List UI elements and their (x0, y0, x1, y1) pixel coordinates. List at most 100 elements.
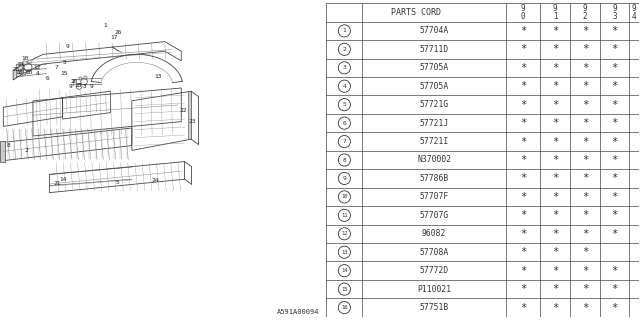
Text: *: * (520, 229, 526, 239)
Bar (23, 61, 27, 65)
Text: *: * (552, 118, 558, 128)
Text: *: * (582, 229, 588, 239)
Text: *: * (582, 81, 588, 91)
Text: 9
1: 9 1 (553, 4, 557, 21)
Text: *: * (582, 100, 588, 110)
Text: 23: 23 (188, 119, 196, 124)
Text: *: * (552, 284, 558, 294)
Text: *: * (582, 284, 588, 294)
Text: 10: 10 (341, 194, 348, 199)
Text: 20: 20 (26, 69, 33, 75)
Text: 57705A: 57705A (420, 63, 449, 72)
Text: *: * (552, 229, 558, 239)
Text: *: * (552, 44, 558, 54)
Text: *: * (520, 155, 526, 165)
Text: 57707G: 57707G (420, 211, 449, 220)
Text: *: * (520, 284, 526, 294)
Text: *: * (611, 173, 618, 183)
Text: 18: 18 (75, 83, 82, 88)
Text: 3: 3 (82, 84, 86, 89)
Text: *: * (582, 63, 588, 73)
Text: *: * (520, 192, 526, 202)
Text: 1: 1 (104, 23, 108, 28)
Text: *: * (611, 192, 618, 202)
Text: 57751B: 57751B (420, 303, 449, 312)
Text: *: * (520, 44, 526, 54)
Text: 57721G: 57721G (420, 100, 449, 109)
Text: *: * (520, 173, 526, 183)
Text: 20: 20 (70, 79, 78, 84)
Bar (84, 76, 87, 79)
Text: *: * (520, 81, 526, 91)
Text: 9: 9 (90, 84, 93, 89)
Text: *: * (552, 63, 558, 73)
Text: 26: 26 (115, 29, 122, 35)
Text: PARTS CORD: PARTS CORD (391, 8, 441, 17)
Text: *: * (520, 247, 526, 257)
Text: *: * (582, 192, 588, 202)
Text: *: * (582, 26, 588, 36)
Text: 12: 12 (341, 231, 348, 236)
Text: *: * (582, 303, 588, 313)
Text: *: * (552, 100, 558, 110)
Text: *: * (611, 266, 618, 276)
Text: 6: 6 (46, 76, 50, 81)
Text: 57708A: 57708A (420, 248, 449, 257)
Text: *: * (520, 63, 526, 73)
Text: 57721I: 57721I (420, 137, 449, 146)
Text: *: * (611, 229, 618, 239)
Text: *: * (611, 118, 618, 128)
Text: 15: 15 (341, 287, 348, 292)
Text: A591A00094: A591A00094 (277, 309, 320, 315)
Text: *: * (552, 26, 558, 36)
Text: P110021: P110021 (417, 284, 451, 294)
Text: 57705A: 57705A (420, 82, 449, 91)
Text: 1: 1 (342, 28, 346, 33)
Text: 18: 18 (15, 70, 23, 75)
Text: *: * (611, 137, 618, 147)
Text: *: * (520, 118, 526, 128)
Text: *: * (552, 266, 558, 276)
Text: *: * (611, 284, 618, 294)
Text: *: * (552, 192, 558, 202)
Text: *: * (582, 173, 588, 183)
Text: 11: 11 (341, 213, 348, 218)
Text: 7: 7 (54, 65, 58, 70)
Text: *: * (520, 303, 526, 313)
Text: *: * (582, 137, 588, 147)
Text: *: * (520, 26, 526, 36)
Polygon shape (13, 64, 23, 80)
Text: *: * (520, 137, 526, 147)
Text: 6: 6 (342, 121, 346, 126)
Text: 24: 24 (151, 178, 159, 183)
Text: *: * (520, 100, 526, 110)
Text: 9: 9 (66, 44, 70, 49)
Text: 14: 14 (59, 177, 67, 182)
Text: 2: 2 (342, 47, 346, 52)
Text: *: * (582, 210, 588, 220)
Text: 9
3: 9 3 (612, 4, 617, 21)
Text: *: * (552, 303, 558, 313)
Text: 21: 21 (54, 180, 61, 186)
Text: 96082: 96082 (422, 229, 446, 238)
Text: *: * (520, 210, 526, 220)
Text: 14: 14 (341, 268, 348, 273)
Text: N370002: N370002 (417, 156, 451, 164)
Text: *: * (582, 118, 588, 128)
Bar (28, 60, 31, 63)
Text: 9
2: 9 2 (582, 4, 587, 21)
Text: 5: 5 (115, 180, 119, 185)
Text: *: * (611, 81, 618, 91)
Polygon shape (188, 91, 191, 139)
Text: 9: 9 (342, 176, 346, 181)
Text: 9: 9 (69, 84, 73, 89)
Text: 25: 25 (13, 67, 20, 72)
Text: *: * (552, 173, 558, 183)
Text: *: * (582, 266, 588, 276)
Text: 11: 11 (18, 61, 25, 67)
Text: 57721J: 57721J (420, 119, 449, 128)
Text: *: * (582, 155, 588, 165)
Text: *: * (582, 247, 588, 257)
Text: 10: 10 (21, 56, 28, 61)
Text: 15: 15 (61, 71, 68, 76)
